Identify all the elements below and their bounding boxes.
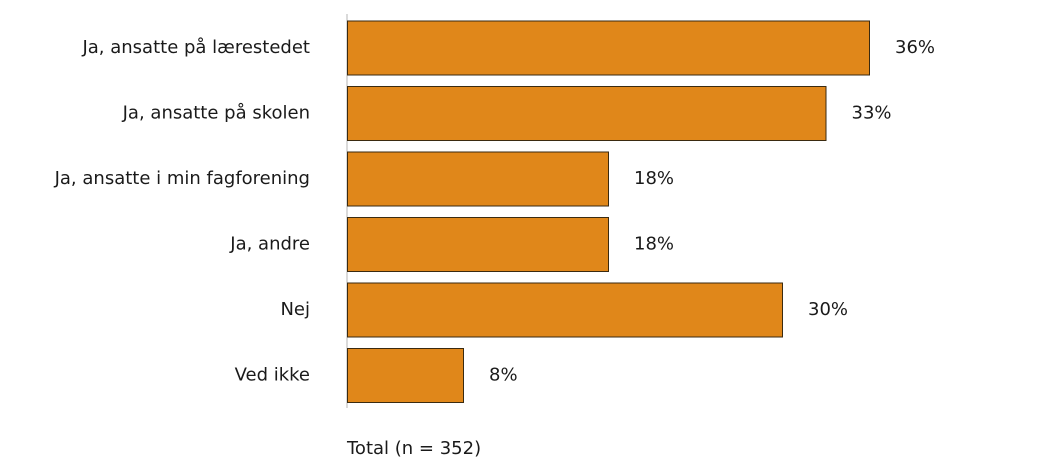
value-label: 30% bbox=[808, 299, 848, 320]
bar bbox=[347, 86, 827, 141]
bar bbox=[347, 20, 870, 76]
value-label: 8% bbox=[489, 365, 518, 386]
bar bbox=[347, 217, 609, 272]
value-label: 33% bbox=[852, 103, 892, 124]
bar bbox=[347, 282, 783, 338]
bar bbox=[347, 151, 609, 207]
category-label: Nej bbox=[280, 299, 310, 320]
category-label: Ved ikke bbox=[235, 365, 310, 386]
category-label: Ja, ansatte i min fagforening bbox=[54, 168, 310, 189]
value-label: 18% bbox=[634, 234, 674, 255]
total-label: Total (n = 352) bbox=[347, 438, 482, 459]
value-label: 36% bbox=[895, 37, 935, 58]
category-label: Ja, andre bbox=[229, 234, 310, 255]
bars-group: Ja, ansatte på lærestedet 36% Ja, ansatte … bbox=[54, 20, 935, 403]
value-label: 18% bbox=[634, 168, 674, 189]
bar bbox=[347, 348, 464, 403]
category-label: Ja, ansatte på skolen bbox=[122, 103, 310, 124]
category-label: Ja, ansatte på lærestedet bbox=[81, 37, 310, 58]
